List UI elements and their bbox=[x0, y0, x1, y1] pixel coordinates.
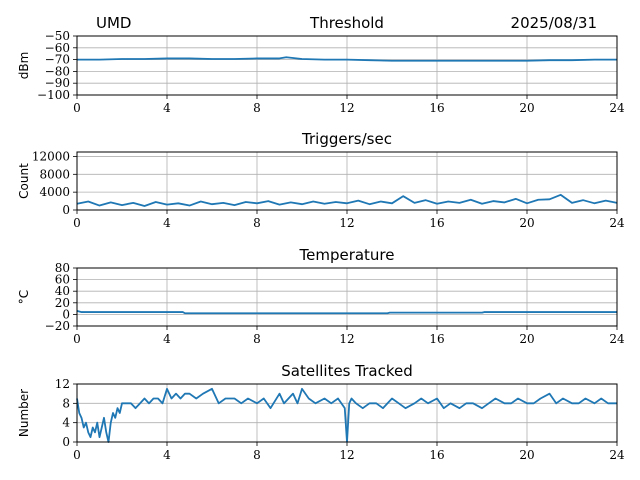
chart-2-x-tick-label: 24 bbox=[609, 332, 625, 346]
chart-2-y-tick-label: 20 bbox=[55, 296, 70, 310]
chart-3-y-tick-label: 8 bbox=[62, 396, 70, 410]
chart-0-x-tick-label: 0 bbox=[73, 101, 81, 115]
chart-1-x-tick-label: 20 bbox=[519, 216, 534, 230]
chart-1-x-tick-label: 0 bbox=[73, 216, 81, 230]
chart-3-x-tick-label: 0 bbox=[73, 448, 81, 462]
chart-0-y-tick-label: −50 bbox=[45, 29, 70, 43]
chart-0-x-tick-label: 12 bbox=[339, 101, 354, 115]
chart-1-series-line bbox=[76, 193, 618, 207]
chart-1-y-axis-label: Count bbox=[17, 163, 31, 199]
chart-2-x-tick-label: 20 bbox=[519, 332, 534, 346]
chart-3-title: Satellites Tracked bbox=[281, 362, 412, 380]
chart-0-x-tick-label: 24 bbox=[609, 101, 625, 115]
chart-3-x-tick-label: 24 bbox=[609, 448, 625, 462]
chart-3-y-axis-label: Number bbox=[17, 389, 31, 437]
chart-2-x-tick-label: 0 bbox=[73, 332, 81, 346]
chart-0-series-line bbox=[77, 56, 617, 62]
chart-2-y-tick-label: 40 bbox=[55, 284, 70, 298]
chart-3-y-tick-label: 12 bbox=[55, 377, 70, 391]
chart-2-x-tick-label: 12 bbox=[339, 332, 354, 346]
chart-1-x-tick-label: 4 bbox=[163, 216, 171, 230]
chart-0-x-tick-label: 20 bbox=[519, 101, 534, 115]
chart-2-y-axis-label: °C bbox=[17, 290, 31, 304]
chart-1-x-tick-label: 16 bbox=[429, 216, 444, 230]
chart-3-y-tick-label: 4 bbox=[62, 416, 70, 430]
chart-0-x-tick-label: 16 bbox=[429, 101, 444, 115]
chart-3-x-tick-label: 4 bbox=[163, 448, 171, 462]
chart-3-frame bbox=[76, 383, 618, 443]
header-left: UMD bbox=[96, 14, 131, 32]
chart-2-frame bbox=[76, 267, 618, 327]
chart-2-title: Temperature bbox=[298, 246, 394, 264]
chart-0-frame bbox=[76, 35, 618, 96]
chart-0-y-axis-label: dBm bbox=[17, 52, 31, 80]
chart-3-x-tick-label: 12 bbox=[339, 448, 354, 462]
chart-0-y-tick-label: −100 bbox=[37, 88, 70, 102]
chart-0-y-tick-label: −60 bbox=[45, 41, 70, 55]
chart-0-y-tick-label: −90 bbox=[45, 76, 70, 90]
chart-2-y-tick-label: −20 bbox=[45, 319, 70, 333]
chart-1-x-tick-label: 24 bbox=[609, 216, 625, 230]
chart-1-y-tick-label: 8000 bbox=[39, 167, 70, 181]
header-right: 2025/08/31 bbox=[511, 14, 597, 32]
chart-2-y-tick-label: 80 bbox=[55, 261, 70, 275]
chart-3-y-tick-label: 0 bbox=[62, 435, 70, 449]
chart-3-series-line bbox=[76, 387, 617, 443]
chart-3-x-tick-label: 8 bbox=[253, 448, 261, 462]
chart-0-title: Threshold bbox=[309, 14, 384, 32]
chart-1-x-tick-label: 8 bbox=[253, 216, 261, 230]
chart-2-y-tick-label: 60 bbox=[55, 273, 70, 287]
chart-3-x-tick-label: 16 bbox=[429, 448, 444, 462]
chart-1-frame bbox=[76, 151, 618, 211]
chart-2-y-tick-label: 0 bbox=[62, 307, 70, 321]
chart-2-x-tick-label: 4 bbox=[163, 332, 171, 346]
chart-1-y-tick-label: 4000 bbox=[39, 185, 70, 199]
chart-1-x-tick-label: 12 bbox=[339, 216, 354, 230]
chart-0-x-tick-label: 8 bbox=[253, 101, 261, 115]
chart-3-x-tick-label: 20 bbox=[519, 448, 534, 462]
chart-2-series-line bbox=[76, 310, 617, 315]
chart-0-y-tick-label: −80 bbox=[45, 64, 70, 78]
chart-2-x-tick-label: 16 bbox=[429, 332, 444, 346]
chart-1-y-tick-label: 12000 bbox=[32, 149, 70, 163]
chart-1-y-tick-label: 0 bbox=[62, 203, 70, 217]
chart-0-y-tick-label: −70 bbox=[45, 53, 70, 67]
chart-2-x-tick-label: 8 bbox=[253, 332, 261, 346]
chart-1-title: Triggers/sec bbox=[301, 130, 392, 148]
chart-0-x-tick-label: 4 bbox=[163, 101, 171, 115]
